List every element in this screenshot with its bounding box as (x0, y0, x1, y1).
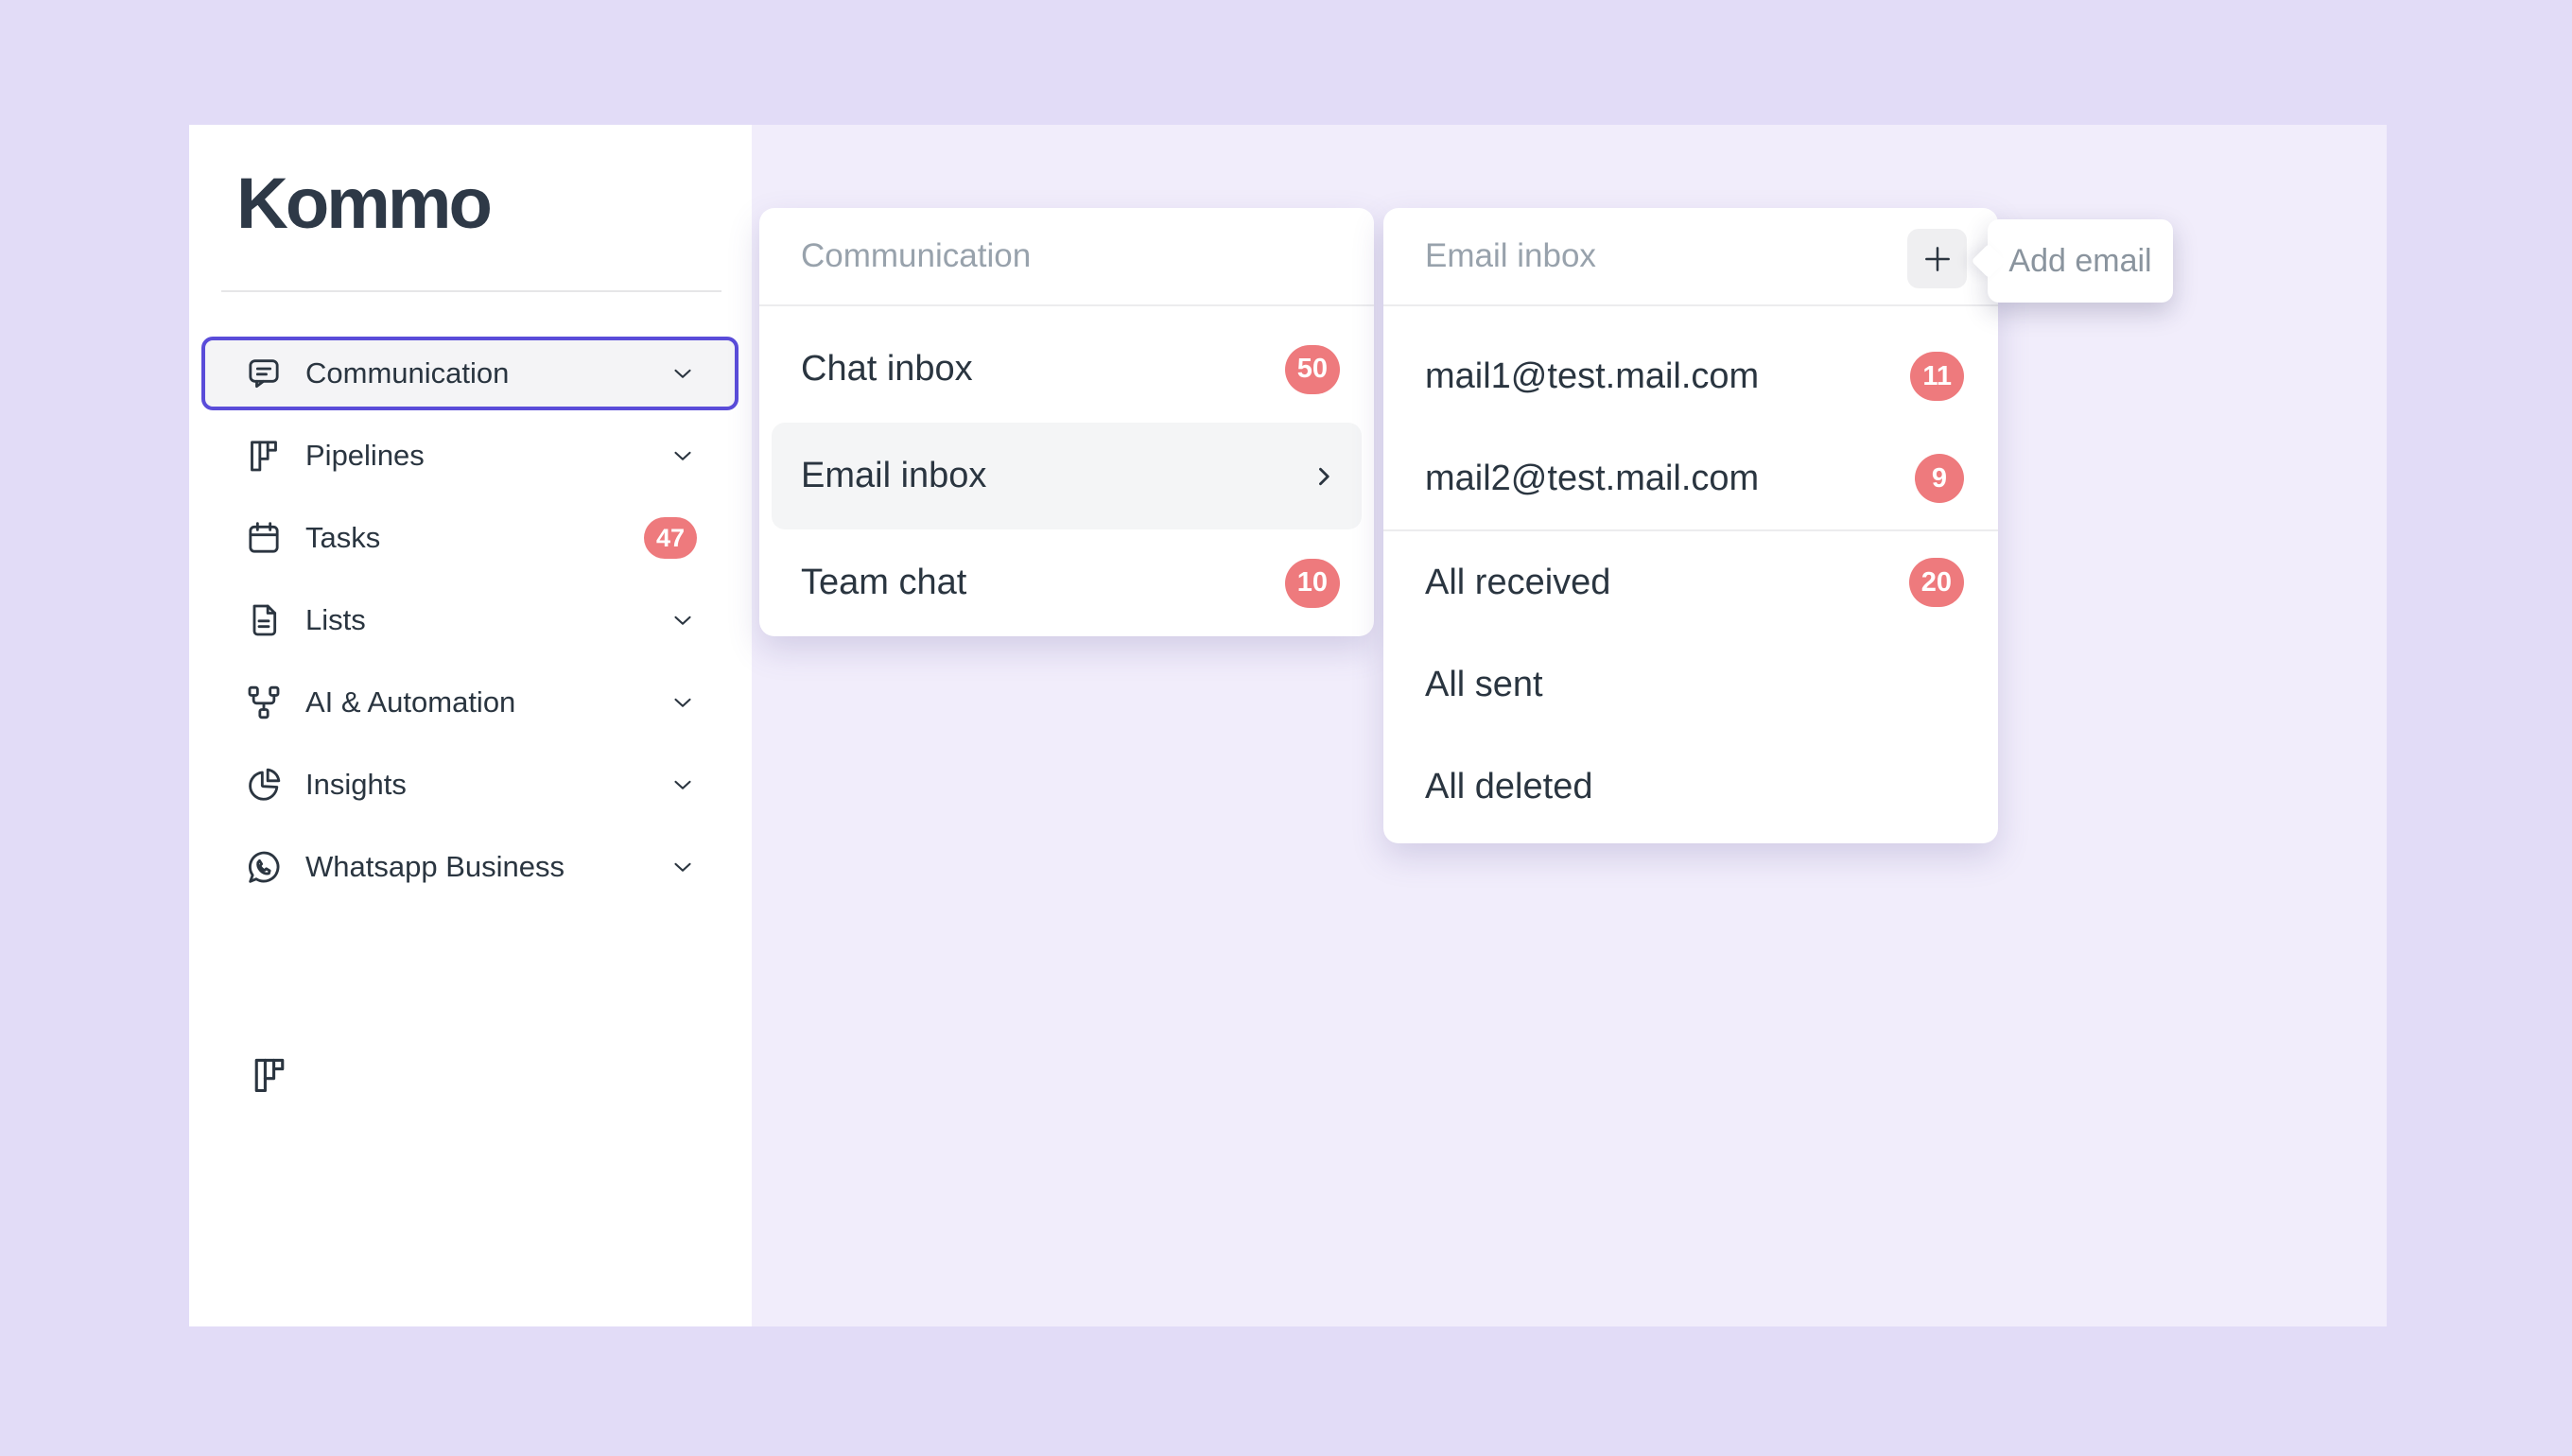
chevron-down-icon (669, 442, 697, 470)
sidebar-collapse-kanban-icon[interactable] (249, 1054, 290, 1096)
menu-item-label: Email inbox (801, 456, 987, 495)
sidebar-divider (221, 290, 721, 292)
menu-item-all-received[interactable]: All received 20 (1383, 531, 1998, 633)
email-inbox-flyout-panel: Email inbox mail1@test.mail.com 11 mail2… (1383, 208, 1998, 843)
chevron-down-icon (669, 771, 697, 799)
chevron-right-icon (1308, 460, 1340, 493)
menu-item-all-sent[interactable]: All sent (1383, 633, 1998, 736)
sidebar-item-whatsapp-business[interactable]: Whatsapp Business (201, 830, 739, 904)
menu-item-team-chat[interactable]: Team chat 10 (759, 529, 1374, 636)
tooltip-label: Add email (2008, 242, 2152, 279)
menu-item-label: All sent (1425, 664, 1543, 704)
chevron-down-icon (669, 853, 697, 881)
sidebar-item-label: AI & Automation (305, 685, 516, 719)
unread-count-badge: 11 (1910, 352, 1964, 401)
menu-item-label: mail2@test.mail.com (1425, 458, 1760, 498)
panel-title: Communication (801, 237, 1032, 274)
email-menu-list: mail1@test.mail.com 11 mail2@test.mail.c… (1383, 306, 1998, 838)
unread-count-badge: 50 (1284, 344, 1340, 394)
menu-item-mail1[interactable]: mail1@test.mail.com 11 (1383, 325, 1998, 427)
chevron-down-icon (669, 688, 697, 717)
sidebar-item-label: Communication (305, 356, 510, 390)
sidebar-item-label: Insights (305, 768, 407, 801)
communication-menu-list: Chat inbox 50 Email inbox Team chat 10 (759, 306, 1374, 636)
menu-item-email-inbox[interactable]: Email inbox (772, 423, 1362, 529)
unread-count-badge: 9 (1915, 454, 1964, 503)
pie-chart-icon (245, 766, 283, 804)
tasks-count-badge: 47 (643, 517, 697, 559)
kommo-logo: Kommo (236, 164, 493, 244)
email-panel-header: Email inbox (1383, 208, 1998, 306)
chat-bubble-icon (245, 355, 283, 392)
sidebar-nav: Communication Pipelines (201, 337, 739, 912)
sidebar-item-lists[interactable]: Lists (201, 583, 739, 657)
communication-flyout-panel: Communication Chat inbox 50 Email inbox … (759, 208, 1374, 636)
panel-title: Email inbox (1425, 237, 1596, 274)
add-email-tooltip: Add email (1971, 219, 2173, 303)
communication-panel-header: Communication (759, 208, 1374, 306)
sidebar-item-label: Tasks (305, 521, 381, 554)
sidebar-item-ai-automation[interactable]: AI & Automation (201, 666, 739, 739)
unread-count-badge: 20 (1908, 558, 1964, 607)
pipelines-icon (245, 437, 283, 475)
menu-item-all-deleted[interactable]: All deleted (1383, 736, 1998, 838)
sidebar: Kommo Communication (189, 125, 752, 1326)
sidebar-item-communication[interactable]: Communication (201, 337, 739, 410)
calendar-icon (245, 519, 283, 557)
automation-branch-icon (245, 684, 283, 721)
sidebar-item-label: Pipelines (305, 439, 425, 472)
sidebar-item-label: Lists (305, 603, 366, 636)
sidebar-item-insights[interactable]: Insights (201, 748, 739, 822)
sidebar-item-label: Whatsapp Business (305, 850, 565, 883)
menu-item-label: Team chat (801, 563, 967, 602)
menu-item-mail2[interactable]: mail2@test.mail.com 9 (1383, 427, 1998, 529)
menu-item-label: Chat inbox (801, 349, 973, 389)
sidebar-item-pipelines[interactable]: Pipelines (201, 419, 739, 493)
app-window: Kommo Communication (189, 125, 2387, 1326)
unread-count-badge: 10 (1284, 558, 1340, 608)
chevron-down-icon (669, 606, 697, 634)
document-icon (245, 601, 283, 639)
menu-item-label: All received (1425, 562, 1611, 602)
whatsapp-icon (245, 848, 283, 886)
menu-item-label: mail1@test.mail.com (1425, 355, 1760, 396)
sidebar-item-tasks[interactable]: Tasks 47 (201, 501, 739, 575)
add-email-button[interactable] (1907, 229, 1967, 288)
list-divider (1383, 529, 1998, 531)
menu-item-label: All deleted (1425, 766, 1593, 806)
menu-item-chat-inbox[interactable]: Chat inbox 50 (759, 316, 1374, 423)
chevron-down-icon (669, 359, 697, 388)
